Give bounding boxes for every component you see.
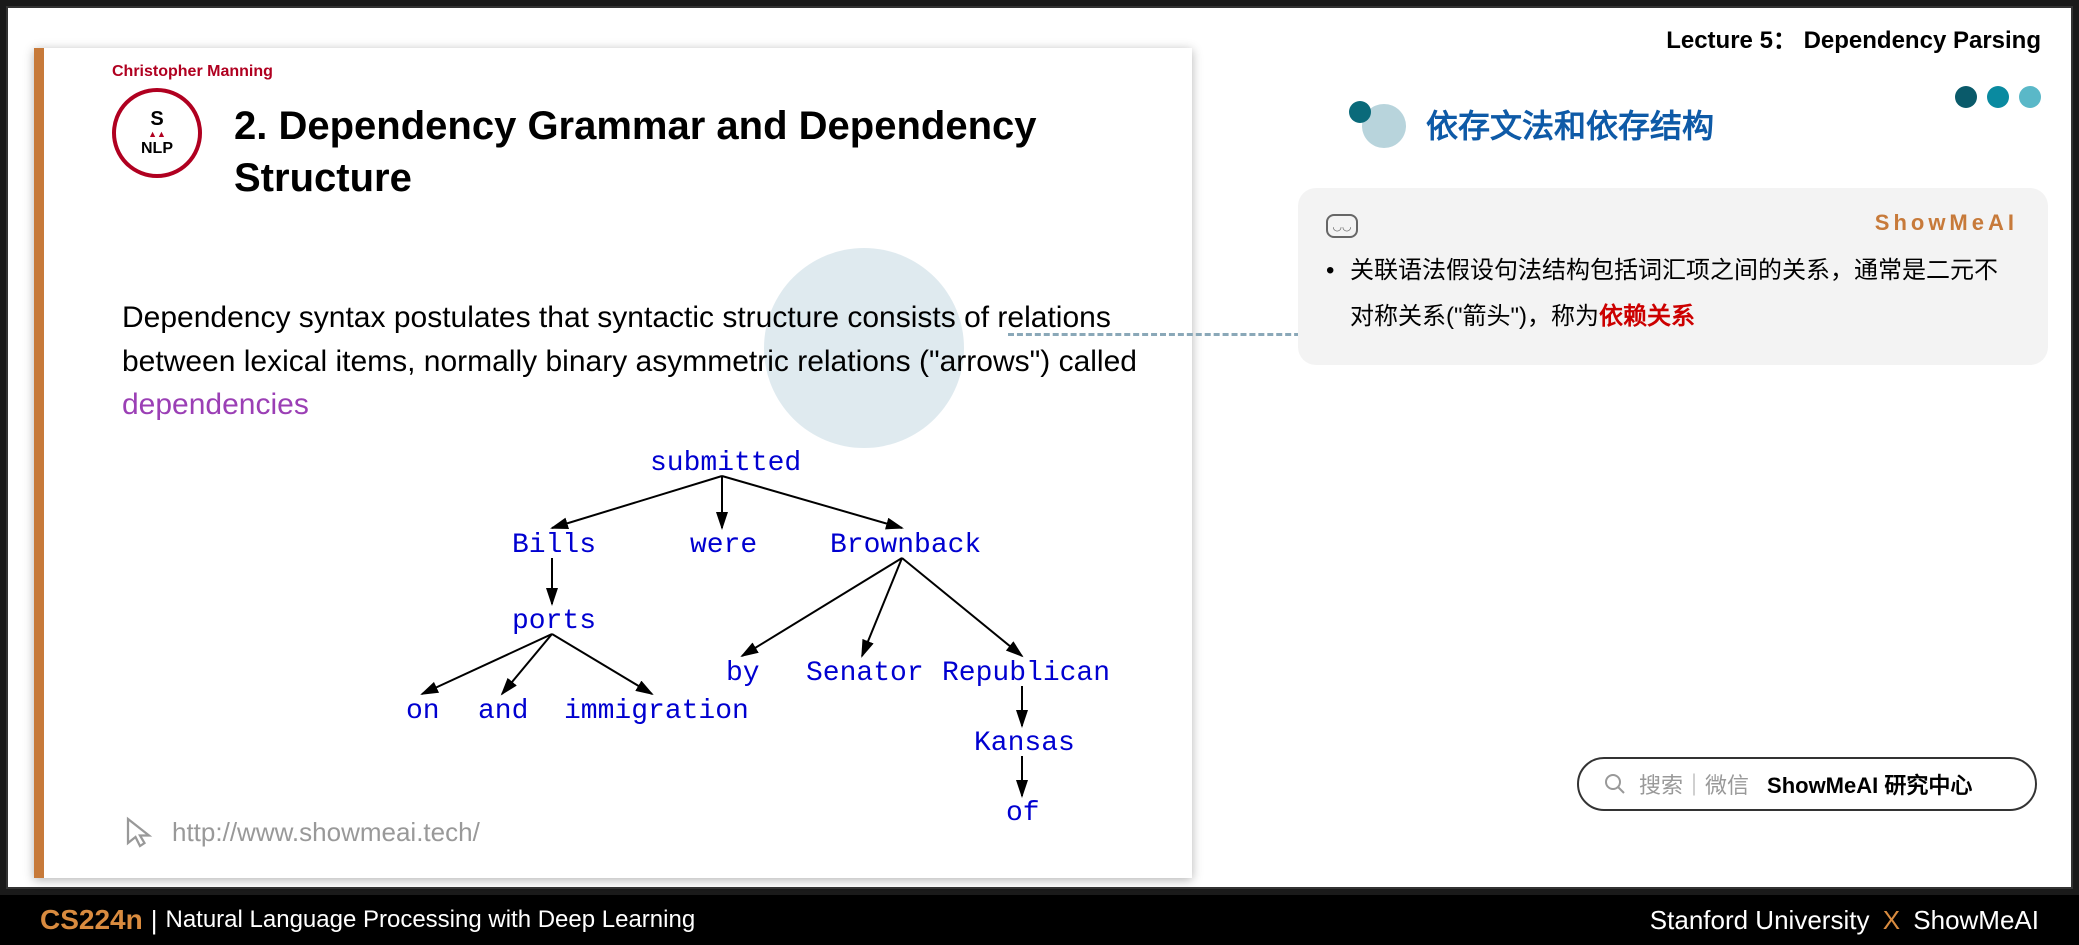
tree-node-of: of: [1006, 798, 1040, 829]
note-text-red: 依赖关系: [1599, 303, 1695, 330]
note-brand: ShowMeAI: [1875, 210, 2018, 236]
slide-title: 2. Dependency Grammar and Dependency Str…: [234, 100, 1192, 204]
tree-node-by: by: [726, 658, 760, 689]
search-placeholder: 搜索｜微信: [1639, 768, 1749, 800]
lecture-label: Lecture 5： Dependency Parsing: [1666, 20, 2041, 55]
course-code: CS224n: [40, 904, 143, 936]
body-text-highlight: dependencies: [122, 388, 309, 421]
search-icon: [1603, 772, 1627, 796]
side-title-text: 依存文法和依存结构: [1426, 101, 1714, 147]
footer-bar: CS224n | Natural Language Processing wit…: [0, 895, 2079, 945]
note-text: 关联语法假设句法结构包括词汇项之间的关系，通常是二元不对称关系("箭头")，称为…: [1326, 248, 2020, 339]
dependency-tree: submitted Bills were Brownback ports by Senato…: [122, 448, 1122, 818]
tree-node-ports: ports: [512, 606, 596, 637]
dot: [1987, 86, 2009, 108]
slide-body: Dependency syntax postulates that syntac…: [122, 296, 1142, 427]
translation-note: ◡◡ ShowMeAI 关联语法假设句法结构包括词汇项之间的关系，通常是二元不对…: [1298, 188, 2048, 365]
tree-node-immigration: immigration: [564, 696, 749, 727]
course-name: Natural Language Processing with Deep Le…: [165, 906, 695, 934]
tree-node-submitted: submitted: [650, 448, 801, 479]
tree-node-Bills: Bills: [512, 530, 596, 561]
tree-node-on: on: [406, 696, 440, 727]
decorative-dots: [1955, 86, 2041, 108]
dot: [2019, 86, 2041, 108]
tree-node-Kansas: Kansas: [974, 728, 1075, 759]
tree-node-and: and: [478, 696, 528, 727]
tree-node-Republican: Republican: [942, 658, 1110, 689]
slide-author: Christopher Manning: [112, 63, 273, 81]
search-strong: ShowMeAI 研究中心: [1767, 768, 1972, 800]
side-title-row: 依存文法和依存结构: [1348, 100, 1714, 148]
robot-icon: ◡◡: [1326, 214, 1358, 238]
footer-x: X: [1883, 905, 1900, 935]
logo-nlp: NLP: [141, 140, 173, 158]
tree-node-Senator: Senator: [806, 658, 924, 689]
bubble-icon: [1348, 100, 1408, 148]
footer-separator: |: [151, 905, 158, 936]
tree-edges-svg: [122, 448, 1122, 818]
connector-line: [1008, 333, 1318, 336]
tree-node-were: were: [690, 530, 757, 561]
footer-showmeai: ShowMeAI: [1913, 905, 2039, 935]
dot: [1955, 86, 1977, 108]
content-frame: Lecture 5： Dependency Parsing Christophe…: [6, 6, 2073, 889]
body-text-main: Dependency syntax postulates that syntac…: [122, 301, 1137, 378]
slide-url: http://www.showmeai.tech/: [172, 817, 480, 848]
stanford-nlp-logo: S ▲▲ NLP: [112, 88, 202, 178]
footer-stanford: Stanford University: [1650, 905, 1870, 935]
slide-panel: Christopher Manning S ▲▲ NLP 2. Dependen…: [34, 48, 1192, 878]
cursor-icon: [122, 816, 158, 852]
logo-letter: S: [150, 108, 163, 130]
search-pill[interactable]: 搜索｜微信 ShowMeAI 研究中心: [1577, 757, 2037, 811]
tree-node-Brownback: Brownback: [830, 530, 981, 561]
footer-right: Stanford University X ShowMeAI: [1650, 905, 2039, 936]
